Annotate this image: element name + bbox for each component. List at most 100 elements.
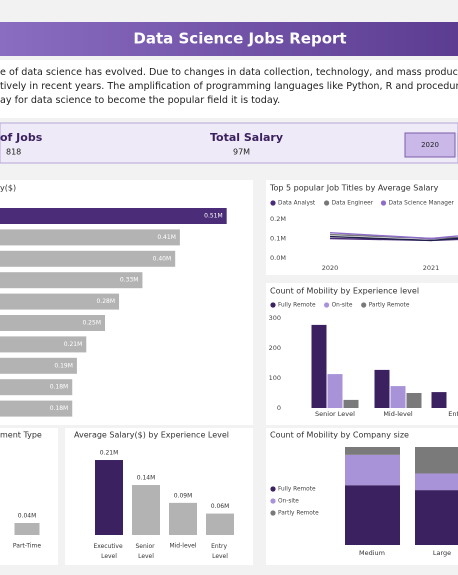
chart-title: ment Type [0, 431, 42, 440]
chart-card [0, 428, 58, 565]
bar [0, 208, 227, 224]
kpi-label: of Jobs [0, 131, 43, 144]
bar-segment [345, 454, 400, 486]
bar [0, 272, 143, 289]
y-tick-label: 300 [269, 314, 281, 322]
banner [0, 22, 458, 56]
y-tick-label: 0 [277, 404, 281, 412]
bar-label: 0.33M [120, 277, 139, 284]
bar-label: 0.25M [82, 320, 101, 327]
bar-label: 0.18M [50, 384, 69, 391]
bar [0, 336, 87, 353]
legend-label: Fully Remote [278, 303, 316, 309]
y-tick-label: 0.0M [270, 254, 286, 262]
x-tick-label: Large [433, 549, 451, 557]
x-tick-label: Entry Level [211, 543, 229, 560]
legend-label: On-site [332, 303, 353, 309]
bar [206, 513, 234, 535]
kpi-strip [0, 122, 458, 164]
bar-label: 0.09M [174, 492, 193, 499]
intro-panel [0, 60, 458, 118]
bar-label: 0.41M [157, 234, 176, 241]
series-line [329, 235, 458, 242]
bar [169, 502, 197, 535]
kpi-value: 97M [233, 148, 250, 157]
kpi-label: Total Salary [210, 131, 283, 144]
y-tick-label: 0.1M [270, 235, 286, 243]
legend-label: Data Engineer [332, 201, 374, 207]
bar [0, 293, 120, 310]
chart-title: Count of Mobility by Experience level [270, 287, 419, 296]
year-button-label[interactable]: 2020 [421, 141, 439, 149]
chart-title: Top 5 popular Job Titles by Average Sala… [269, 184, 439, 193]
x-tick-label: Mid-level [383, 410, 413, 418]
y-tick-label: 100 [269, 374, 281, 382]
bar-segment [345, 485, 400, 545]
legend-label: Data Science Manager [389, 201, 455, 207]
legend-swatch [270, 510, 276, 516]
legend-swatch [361, 302, 367, 308]
x-tick-label: Senior Level [315, 410, 355, 418]
intro-line: e of data science has evolved. Due to ch… [0, 67, 458, 78]
x-tick-label: 2020 [322, 264, 339, 272]
legend-swatch [324, 200, 330, 206]
bar [0, 315, 105, 331]
bar-label: 0.04M [18, 513, 37, 520]
legend-swatch [270, 302, 276, 308]
legend-swatch [270, 200, 276, 206]
bar-label: 0.18M [50, 405, 69, 412]
bar [0, 379, 73, 396]
bar-segment [415, 447, 458, 474]
legend-label: Fully Remote [278, 487, 316, 493]
chart-title: y($) [0, 184, 16, 193]
bar-label: 0.19M [54, 362, 73, 369]
bar [95, 460, 123, 535]
bar [327, 374, 343, 408]
year-button[interactable] [404, 132, 456, 158]
bar-label: 0.21M [100, 450, 119, 457]
kpi-value: 818 [6, 148, 21, 157]
legend-swatch [380, 200, 387, 206]
legend-label: Data Analyst [278, 201, 316, 207]
bar [0, 250, 176, 267]
bar [431, 392, 447, 408]
x-tick-label: 2021 [423, 264, 440, 272]
chart-title: Average Salary($) by Experience Level [74, 431, 229, 440]
intro-line: tively in recent years. The amplificatio… [0, 81, 458, 92]
y-tick-label: 200 [269, 344, 281, 352]
x-tick-label: Senior Level [135, 543, 156, 560]
legend-swatch [270, 486, 276, 492]
bar-label: 0.40M [153, 255, 172, 262]
bar-label: 0.21M [64, 341, 83, 348]
bar-segment [415, 473, 458, 491]
bar-label: 0.14M [137, 475, 156, 482]
bar [390, 386, 406, 408]
bar-segment [415, 490, 458, 545]
bar [132, 485, 160, 535]
bar [0, 229, 180, 246]
bar [311, 324, 327, 408]
bar [374, 369, 390, 408]
chart-card [266, 180, 458, 275]
bar [0, 400, 73, 417]
bar [14, 523, 40, 535]
bar-segment [345, 447, 400, 455]
legend-swatch [270, 498, 276, 504]
report-title: Data Science Jobs Report [133, 30, 346, 48]
legend-label: Partly Remote [278, 511, 319, 517]
x-tick-label: Medium [359, 549, 385, 557]
bar [0, 357, 77, 374]
x-tick-label: Executive Level [93, 543, 124, 560]
bar-label: 0.28M [96, 298, 115, 305]
legend-label: On-site [278, 499, 299, 505]
legend-label: Partly Remote [369, 303, 410, 309]
x-tick-label: Mid-level [169, 543, 196, 550]
y-tick-label: 0.2M [270, 215, 286, 223]
bar-label: 0.06M [211, 503, 230, 510]
x-tick-label: Part-Time [13, 543, 41, 550]
legend-swatch [324, 302, 330, 308]
bar-label: 0.51M [204, 213, 223, 220]
bar [406, 393, 422, 408]
chart-title: Count of Mobility by Company size [270, 431, 409, 440]
